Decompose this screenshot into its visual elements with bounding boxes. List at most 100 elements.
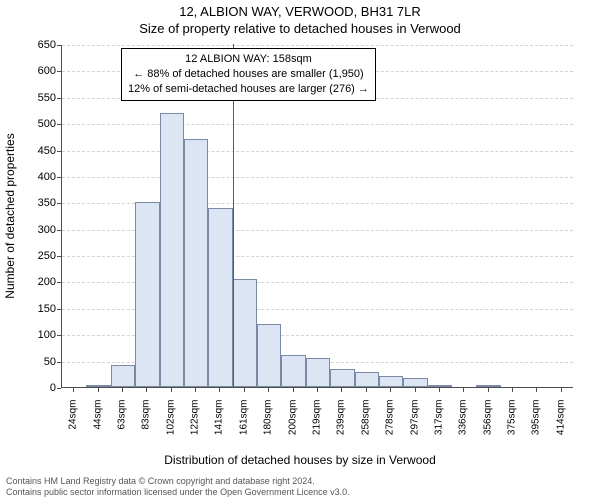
y-tick-label: 350 xyxy=(16,197,56,209)
x-tick-label: 63sqm xyxy=(116,400,127,450)
footer-line-1: Contains HM Land Registry data © Crown c… xyxy=(6,476,350,487)
histogram-bar xyxy=(135,202,159,387)
x-tick-mark xyxy=(341,388,342,392)
x-tick-mark xyxy=(98,388,99,392)
x-tick-label: 219sqm xyxy=(312,400,323,450)
x-tick-mark xyxy=(390,388,391,392)
y-tick-mark xyxy=(57,45,61,46)
y-tick-label: 550 xyxy=(16,92,56,104)
grid-line xyxy=(62,151,573,152)
y-tick-label: 100 xyxy=(16,329,56,341)
histogram-bar xyxy=(428,385,452,387)
y-tick-mark xyxy=(57,71,61,72)
infobox-line2: ← 88% of detached houses are smaller (1,… xyxy=(128,67,369,82)
histogram-bar xyxy=(257,324,281,387)
x-tick-mark xyxy=(171,388,172,392)
x-tick-mark xyxy=(268,388,269,392)
x-tick-label: 83sqm xyxy=(141,400,152,450)
x-tick-label: 297sqm xyxy=(409,400,420,450)
x-tick-mark xyxy=(366,388,367,392)
chart-container: 12, ALBION WAY, VERWOOD, BH31 7LR Size o… xyxy=(0,0,600,500)
x-tick-label: 200sqm xyxy=(287,400,298,450)
footer-line-2: Contains public sector information licen… xyxy=(6,487,350,498)
histogram-bar xyxy=(379,376,403,387)
infobox-line1: 12 ALBION WAY: 158sqm xyxy=(128,52,369,67)
y-tick-mark xyxy=(57,203,61,204)
histogram-bar xyxy=(184,139,208,387)
x-tick-mark xyxy=(463,388,464,392)
grid-line xyxy=(62,45,573,46)
y-tick-mark xyxy=(57,177,61,178)
x-tick-label: 356sqm xyxy=(482,400,493,450)
x-tick-mark xyxy=(122,388,123,392)
y-tick-label: 200 xyxy=(16,276,56,288)
x-tick-label: 278sqm xyxy=(385,400,396,450)
x-tick-label: 161sqm xyxy=(238,400,249,450)
x-tick-label: 395sqm xyxy=(531,400,542,450)
y-tick-mark xyxy=(57,230,61,231)
x-tick-mark xyxy=(146,388,147,392)
y-axis-label: Number of detached properties xyxy=(3,133,17,298)
y-tick-mark xyxy=(57,256,61,257)
chart-title-subtitle: Size of property relative to detached ho… xyxy=(0,21,600,36)
x-tick-label: 180sqm xyxy=(263,400,274,450)
x-tick-mark xyxy=(561,388,562,392)
x-tick-mark xyxy=(195,388,196,392)
grid-line xyxy=(62,124,573,125)
y-tick-label: 400 xyxy=(16,171,56,183)
property-info-box: 12 ALBION WAY: 158sqm← 88% of detached h… xyxy=(121,48,376,101)
x-tick-label: 258sqm xyxy=(360,400,371,450)
y-tick-mark xyxy=(57,124,61,125)
histogram-bar xyxy=(355,372,379,387)
histogram-bar xyxy=(160,113,184,387)
footer-attribution: Contains HM Land Registry data © Crown c… xyxy=(6,476,350,499)
chart-title-address: 12, ALBION WAY, VERWOOD, BH31 7LR xyxy=(0,4,600,19)
histogram-bar xyxy=(233,279,257,387)
histogram-bar xyxy=(403,378,427,387)
x-tick-label: 24sqm xyxy=(68,400,79,450)
x-tick-mark xyxy=(317,388,318,392)
histogram-bar xyxy=(306,358,330,387)
histogram-bar xyxy=(111,365,135,387)
y-tick-label: 0 xyxy=(16,382,56,394)
y-tick-mark xyxy=(57,362,61,363)
infobox-line3: 12% of semi-detached houses are larger (… xyxy=(128,82,369,97)
histogram-bar xyxy=(281,355,305,387)
x-tick-mark xyxy=(439,388,440,392)
histogram-bar xyxy=(476,385,500,387)
x-tick-label: 102sqm xyxy=(165,400,176,450)
y-tick-mark xyxy=(57,335,61,336)
x-tick-mark xyxy=(488,388,489,392)
x-tick-mark xyxy=(536,388,537,392)
y-tick-label: 250 xyxy=(16,250,56,262)
y-tick-label: 300 xyxy=(16,224,56,236)
x-tick-label: 239sqm xyxy=(336,400,347,450)
y-tick-label: 150 xyxy=(16,303,56,315)
x-tick-label: 375sqm xyxy=(507,400,518,450)
x-tick-mark xyxy=(512,388,513,392)
y-tick-mark xyxy=(57,151,61,152)
x-tick-label: 317sqm xyxy=(433,400,444,450)
x-tick-label: 44sqm xyxy=(92,400,103,450)
y-tick-label: 650 xyxy=(16,39,56,51)
x-tick-mark xyxy=(415,388,416,392)
x-tick-label: 336sqm xyxy=(458,400,469,450)
y-tick-label: 500 xyxy=(16,118,56,130)
x-tick-label: 122sqm xyxy=(190,400,201,450)
y-tick-label: 450 xyxy=(16,145,56,157)
y-tick-mark xyxy=(57,282,61,283)
y-tick-label: 600 xyxy=(16,65,56,77)
x-tick-mark xyxy=(293,388,294,392)
y-tick-mark xyxy=(57,98,61,99)
histogram-bar xyxy=(86,385,110,387)
histogram-bar xyxy=(330,369,354,387)
x-tick-label: 414sqm xyxy=(555,400,566,450)
x-tick-mark xyxy=(73,388,74,392)
grid-line xyxy=(62,177,573,178)
x-tick-label: 141sqm xyxy=(214,400,225,450)
y-tick-label: 50 xyxy=(16,356,56,368)
histogram-bar xyxy=(208,208,232,387)
x-axis-label: Distribution of detached houses by size … xyxy=(0,453,600,467)
y-tick-mark xyxy=(57,388,61,389)
x-tick-mark xyxy=(244,388,245,392)
